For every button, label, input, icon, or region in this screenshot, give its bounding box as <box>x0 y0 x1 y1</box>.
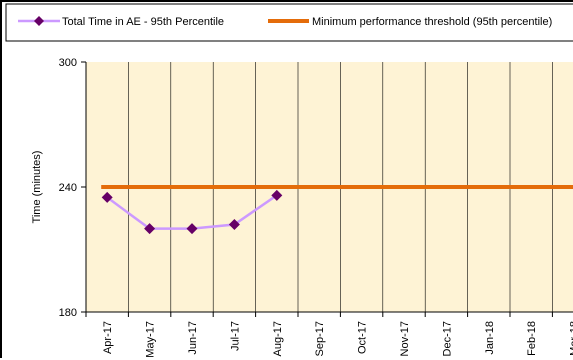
tick-labels: 180 240 300 Apr-17 May-17 Jun-17 Jul-17 Aug-17 S… <box>59 57 573 358</box>
legend: Total Time in AE - 95th Percentile Minimu… <box>5 3 573 42</box>
percentile-data-point <box>271 189 283 201</box>
legend-label-threshold: Minimum performance threshold (95th perc… <box>312 16 552 28</box>
percentile-data-point <box>144 223 156 235</box>
percentile-data-point <box>101 191 113 203</box>
x-tick-label: May-17 <box>145 321 157 358</box>
x-tick-label: Sep-17 <box>314 321 326 356</box>
x-tick-label: Jan-18 <box>484 321 496 355</box>
axes <box>81 61 573 317</box>
x-tick-label: Aug-17 <box>272 321 284 356</box>
percentile-data-point <box>186 223 198 235</box>
x-tick-label: Oct-17 <box>357 321 369 354</box>
y-tick-label: 240 <box>59 182 77 194</box>
series-layer <box>101 185 573 235</box>
x-tick-label: Feb-18 <box>526 321 538 356</box>
x-tick-label: Jun-17 <box>187 321 199 355</box>
x-tick-label: Dec-17 <box>441 321 453 356</box>
x-tick-label: Mar-18 <box>569 321 573 356</box>
legend-marker-percentile <box>34 16 44 26</box>
x-tick-label: Jul-17 <box>229 321 241 351</box>
percentile-data-point <box>228 219 240 230</box>
x-tick-label: Nov-17 <box>399 321 411 356</box>
y-tick-label: 180 <box>59 307 77 319</box>
x-tick-label: Apr-17 <box>102 321 114 354</box>
y-tick-label: 300 <box>59 57 77 69</box>
y-axis-label: Time (minutes) <box>31 151 43 224</box>
legend-label-percentile: Total Time in AE - 95th Percentile <box>62 16 224 28</box>
